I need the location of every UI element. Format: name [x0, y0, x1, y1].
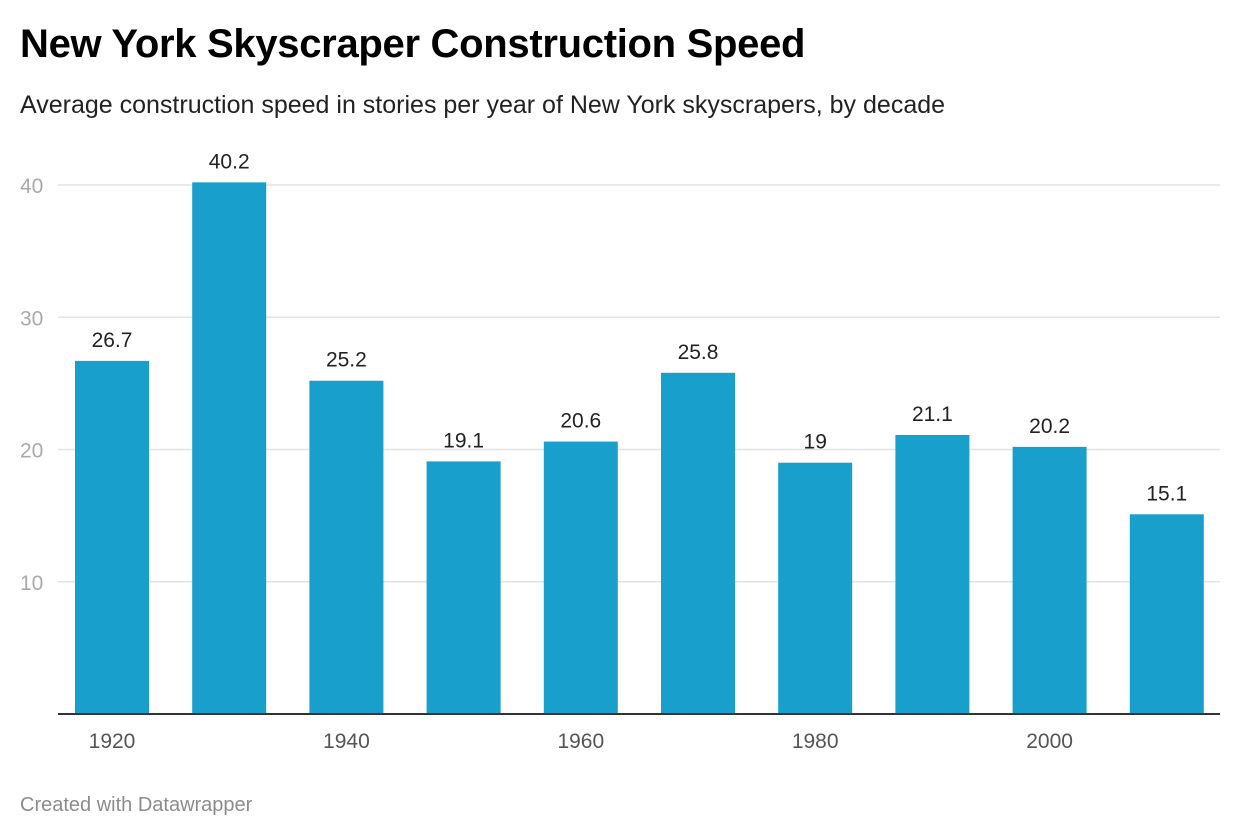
bar-value-label: 40.2	[209, 150, 250, 173]
bar	[1129, 514, 1204, 714]
bar	[661, 372, 735, 714]
x-tick-label: 1940	[323, 730, 370, 753]
bar	[192, 182, 267, 715]
bar	[895, 434, 970, 714]
bar	[778, 462, 853, 714]
chart-subtitle: Average construction speed in stories pe…	[20, 91, 946, 119]
bar-value-label: 20.2	[1029, 415, 1070, 438]
bar-value-labels: 26.7 40.2 25.2 19.1 20.6 25.8 19 21.1 20.2 15.1	[92, 150, 1188, 505]
bar	[543, 441, 618, 714]
chart-title: New York Skyscraper Construction Speed	[20, 22, 806, 66]
y-tick-label: 40	[20, 175, 43, 198]
bar	[426, 461, 501, 714]
bar-value-label: 15.1	[1146, 482, 1187, 505]
y-tick-label: 10	[20, 572, 43, 595]
bar	[1012, 446, 1087, 714]
bar-value-label: 19.1	[443, 429, 484, 452]
bar-value-label: 21.1	[912, 403, 953, 426]
bar-value-label: 19	[804, 431, 827, 454]
bar-value-label: 25.8	[678, 341, 719, 364]
x-tick-label: 1960	[557, 730, 604, 753]
x-tick-label: 1920	[89, 730, 136, 753]
y-axis-tick-labels: 10 20 30 40	[20, 175, 43, 595]
bar-value-label: 25.2	[326, 349, 367, 372]
bar-value-label: 20.6	[560, 410, 601, 433]
bars	[75, 182, 1204, 715]
x-tick-label: 1980	[792, 730, 839, 753]
y-tick-label: 30	[20, 307, 43, 330]
x-tick-label: 2000	[1026, 730, 1073, 753]
x-axis-tick-labels: 1920 1940 1960 1980 2000	[89, 730, 1073, 753]
bar	[75, 360, 149, 714]
bar	[309, 380, 384, 714]
footer-credit: Created with Datawrapper	[20, 794, 253, 816]
y-tick-label: 20	[20, 440, 43, 463]
bar-value-label: 26.7	[92, 329, 133, 352]
